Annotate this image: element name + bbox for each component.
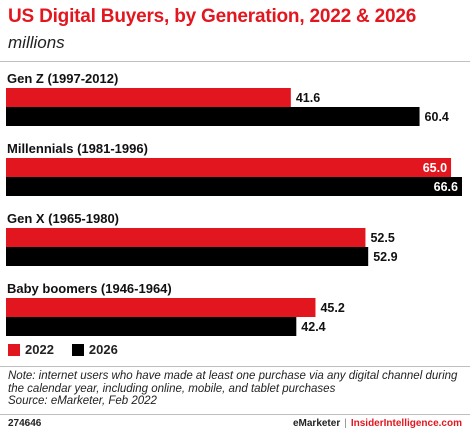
legend-label-2026: 2026 [88,342,118,357]
bar-gen-x-1965-1980-2022 [6,228,366,247]
value-label-millennials-1981-1996-2022: 65.0 [423,161,447,175]
note-divider [0,366,470,367]
brand-name: eMarketer [292,418,341,429]
brand-site: InsiderIntelligence.com [350,418,462,429]
top-divider [0,61,470,62]
legend-item-2026: 2026 [71,342,118,357]
category-label-millennials-1981-1996: Millennials (1981-1996) [7,141,148,156]
bar-baby-boomers-1946-1964-2026 [6,317,297,336]
footer-divider [0,414,470,415]
note-text: Note: internet users who have made at le… [8,370,458,395]
value-label-gen-z-1997-2012-2026: 60.4 [425,110,449,124]
bar-millennials-1981-1996-2022 [6,158,452,177]
chart-subtitle: millions [8,33,65,52]
legend-swatch-2026 [71,343,84,356]
brand-separator: | [344,418,347,429]
value-label-gen-z-1997-2012-2022: 41.6 [296,91,320,105]
category-label-gen-x-1965-1980: Gen X (1965-1980) [7,211,119,226]
legend-swatch-2022 [8,343,20,356]
legend-label-2022: 2022 [25,342,54,357]
value-label-baby-boomers-1946-1964-2026: 42.4 [301,320,325,334]
source-text: Source: eMarketer, Feb 2022 [8,395,157,407]
category-label-baby-boomers-1946-1964: Baby boomers (1946-1964) [7,281,172,296]
category-label-gen-z-1997-2012: Gen Z (1997-2012) [7,71,118,86]
legend: 2022 2026 [8,342,136,357]
bar-gen-x-1965-1980-2026 [6,247,369,266]
legend-item-2022: 2022 [8,342,54,357]
bar-gen-z-1997-2012-2026 [6,107,420,126]
bar-millennials-1981-1996-2026 [6,177,462,196]
bar-gen-z-1997-2012-2022 [6,88,291,107]
bar-baby-boomers-1946-1964-2022 [6,298,316,317]
footer-brand: eMarketer | InsiderIntelligence.com [293,418,462,429]
value-label-gen-x-1965-1980-2022: 52.5 [370,231,394,245]
value-label-baby-boomers-1946-1964-2022: 45.2 [320,301,344,315]
chart-id: 274646 [8,418,42,429]
chart-title: US Digital Buyers, by Generation, 2022 &… [8,6,417,27]
value-label-gen-x-1965-1980-2026: 52.9 [373,250,397,264]
chart-note: Note: internet users who have made at le… [8,370,466,408]
bar-chart: Gen Z (1997-2012) 41.6 60.4 Millennials (19… [6,71,462,336]
value-label-millennials-1981-1996-2026: 66.6 [434,180,458,194]
